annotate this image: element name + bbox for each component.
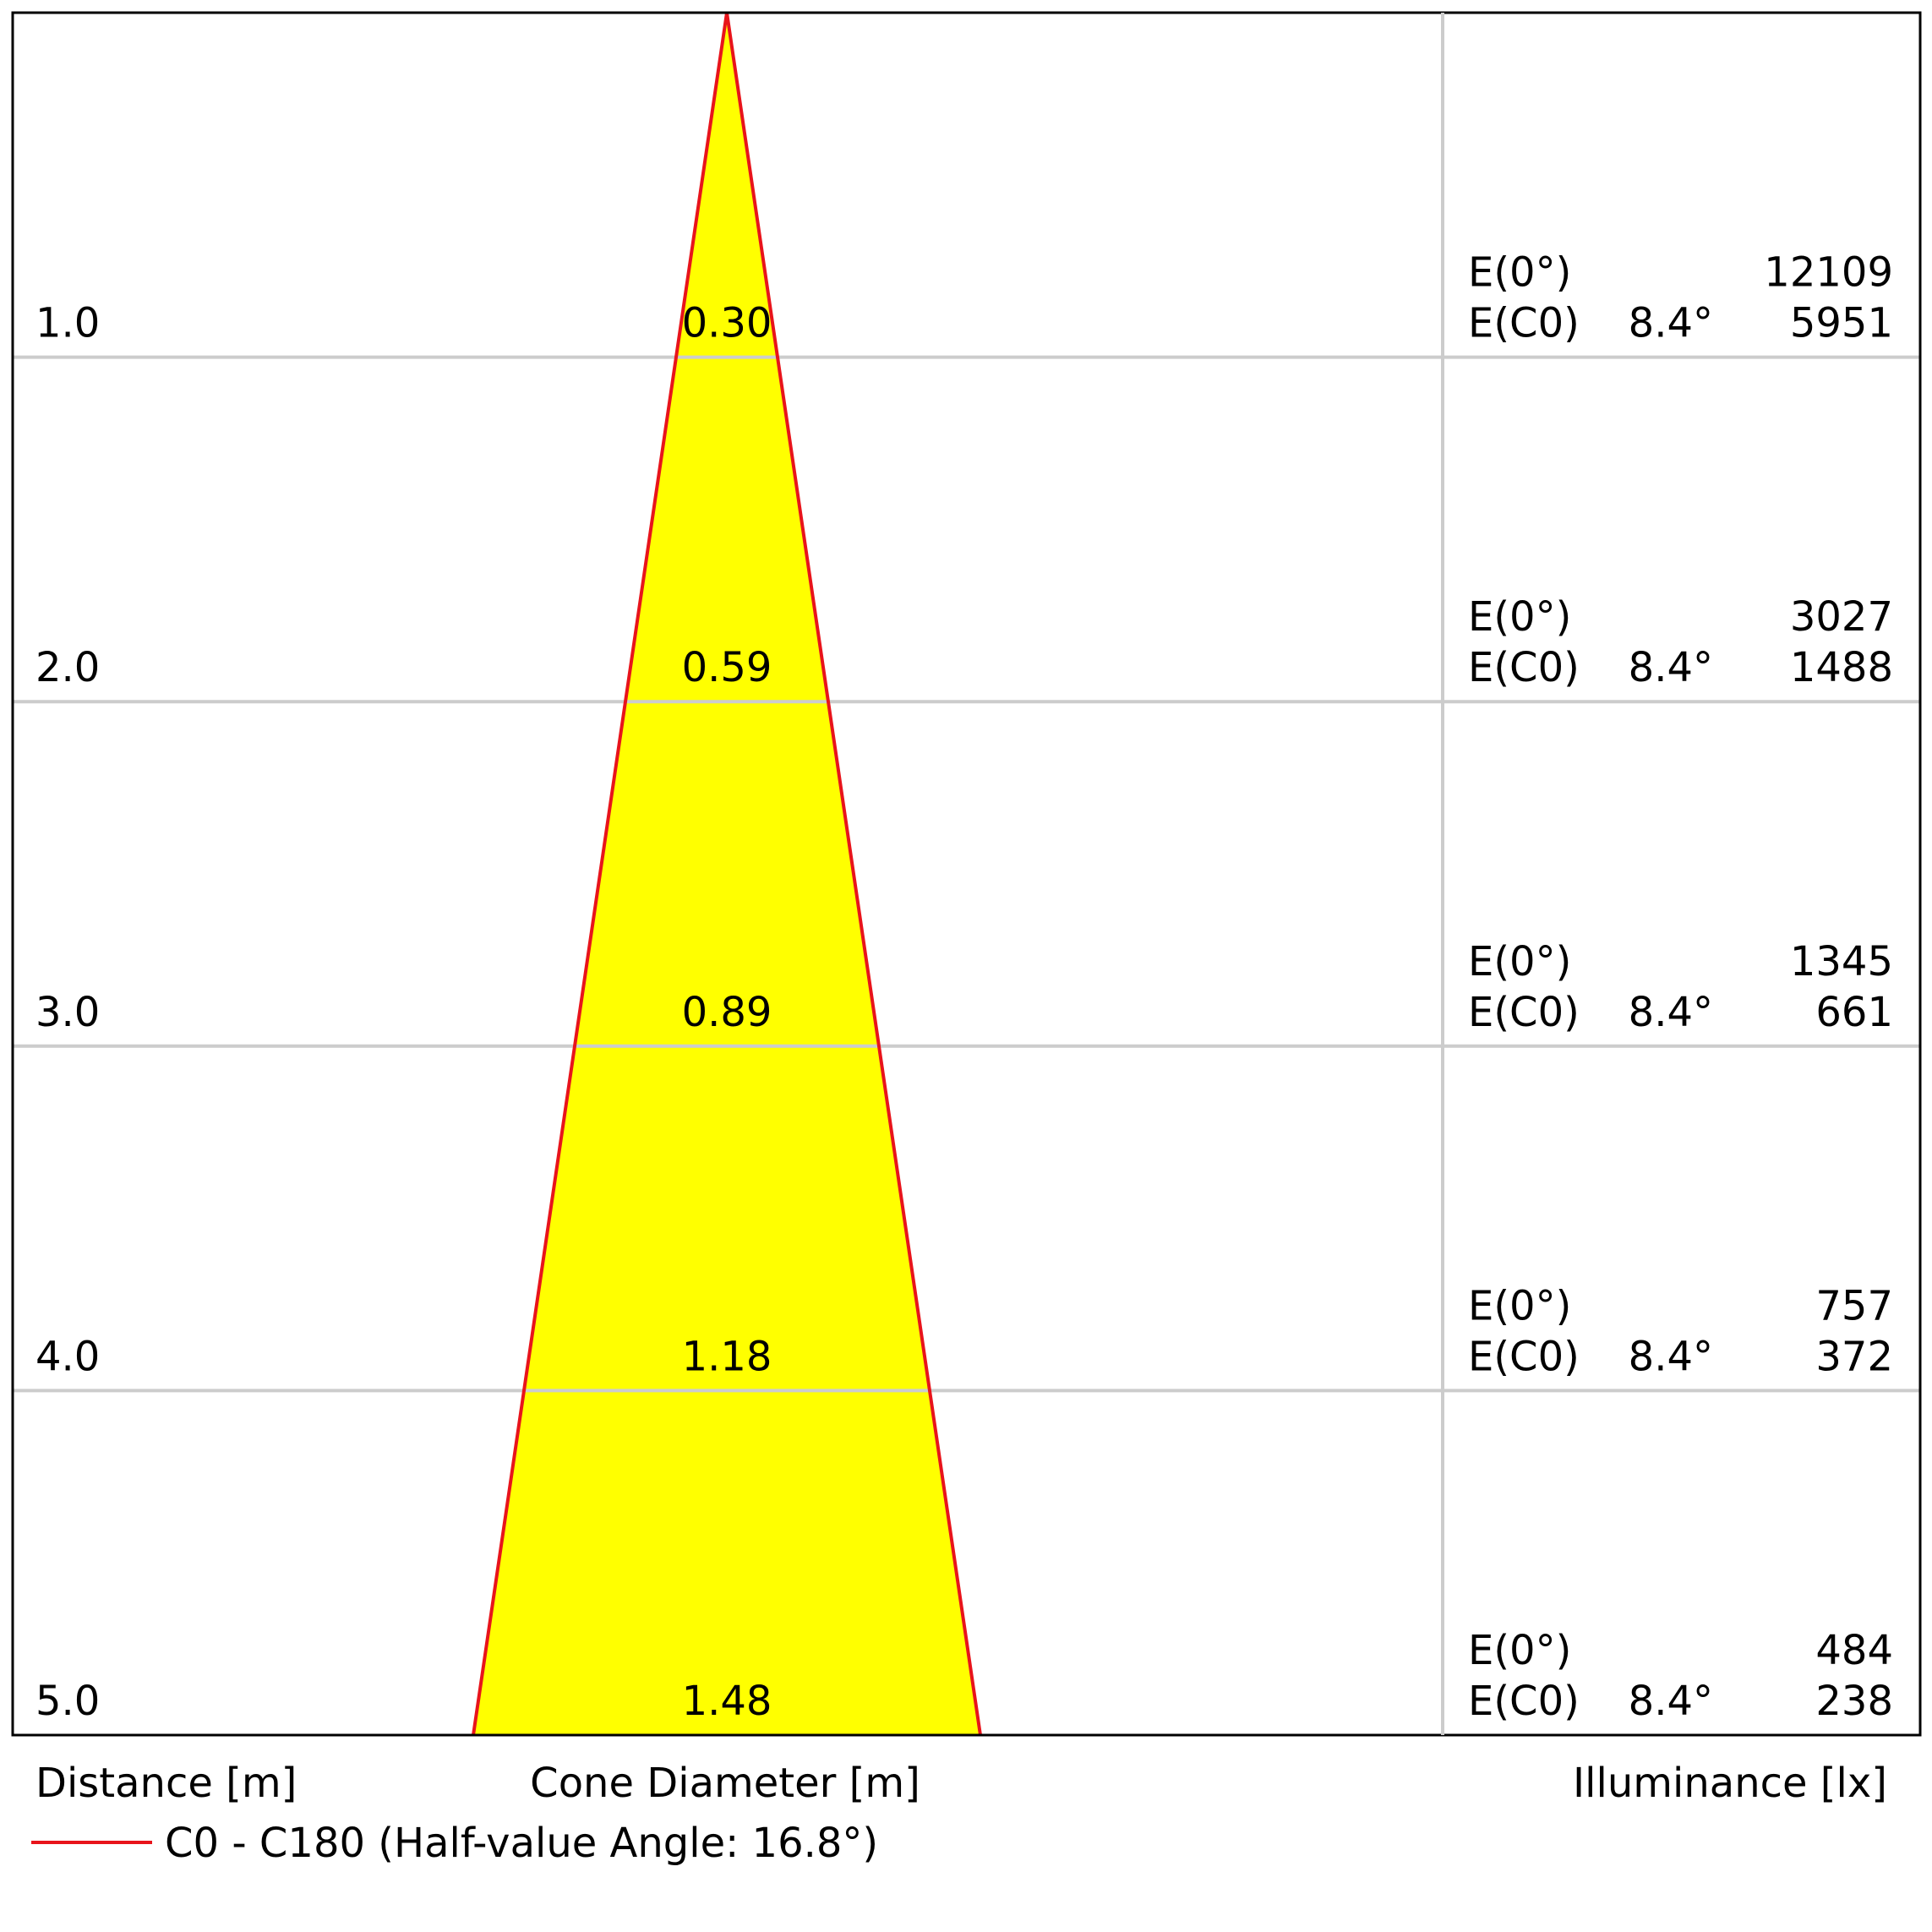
- diameter-label: 0.89: [682, 989, 772, 1036]
- ec0-angle: 8.4°: [1629, 300, 1713, 347]
- ec0-angle: 8.4°: [1629, 1333, 1713, 1380]
- e0-label: E(0°): [1468, 1627, 1571, 1674]
- distance-label: 3.0: [35, 989, 100, 1036]
- ec0-label: E(C0): [1468, 1333, 1580, 1380]
- ec0-value: 1488: [1790, 644, 1893, 691]
- e0-value: 757: [1815, 1282, 1893, 1329]
- ec0-value: 238: [1815, 1678, 1893, 1725]
- distance-label: 4.0: [35, 1333, 100, 1380]
- ec0-label: E(C0): [1468, 644, 1580, 691]
- e0-value: 1345: [1790, 938, 1893, 985]
- e0-value: 3027: [1790, 593, 1893, 641]
- e0-value: 12109: [1764, 249, 1893, 297]
- diameter-label: 0.59: [682, 644, 772, 691]
- e0-label: E(0°): [1468, 593, 1571, 641]
- ec0-value: 5951: [1790, 300, 1893, 347]
- illuminance-axis-label: Illuminance [lx]: [1573, 1760, 1887, 1807]
- legend-label: C0 - C180 (Half-value Angle: 16.8°): [165, 1820, 878, 1867]
- distance-label: 5.0: [35, 1678, 100, 1725]
- ec0-angle: 8.4°: [1629, 1678, 1713, 1725]
- x-axis-label: Distance [m]: [35, 1760, 297, 1807]
- ec0-label: E(C0): [1468, 989, 1580, 1036]
- e0-label: E(0°): [1468, 249, 1571, 297]
- ec0-angle: 8.4°: [1629, 989, 1713, 1036]
- e0-label: E(0°): [1468, 1282, 1571, 1329]
- diameter-label: 0.30: [682, 300, 772, 347]
- distance-label: 1.0: [35, 300, 100, 347]
- ec0-label: E(C0): [1468, 300, 1580, 347]
- ec0-angle: 8.4°: [1629, 644, 1713, 691]
- cone-area: [473, 13, 980, 1735]
- ec0-value: 661: [1815, 989, 1893, 1036]
- diameter-label: 1.18: [682, 1333, 772, 1380]
- plot-frame: [11, 11, 1922, 1737]
- ec0-label: E(C0): [1468, 1678, 1580, 1725]
- ec0-value: 372: [1815, 1333, 1893, 1380]
- row-labels: 1.0 0.30 E(0°) 12109 E(C0) 8.4° 5951 2.0 0.59 E(0…: [35, 249, 1893, 1725]
- e0-label: E(0°): [1468, 938, 1571, 985]
- cone-axis-label: Cone Diameter [m]: [530, 1760, 920, 1807]
- diameter-label: 1.48: [682, 1678, 772, 1725]
- cone-edge-right: [725, 12, 982, 1736]
- distance-label: 2.0: [35, 644, 100, 691]
- cone-edge-left: [472, 12, 729, 1736]
- distance-grid: [13, 355, 1920, 1393]
- e0-value: 484: [1815, 1627, 1893, 1674]
